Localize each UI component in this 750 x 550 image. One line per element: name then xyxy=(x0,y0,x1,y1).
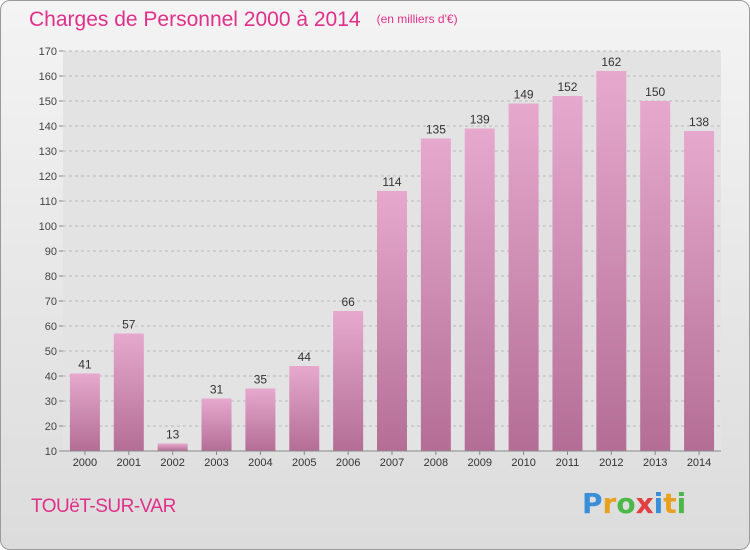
logo-letter: r xyxy=(602,487,617,520)
chart-subtitle: (en milliers d'€) xyxy=(376,12,458,26)
y-tick-label: 100 xyxy=(39,221,57,233)
y-tick-label: 160 xyxy=(39,71,57,83)
proxiti-logo: Proxiti xyxy=(582,487,686,520)
x-tick-label: 2011 xyxy=(556,457,580,469)
x-tick-label: 2005 xyxy=(292,457,316,469)
data-label: 152 xyxy=(557,80,577,94)
data-label: 44 xyxy=(298,350,312,364)
bar-2009 xyxy=(464,128,495,451)
y-tick-label: 120 xyxy=(39,171,57,183)
x-tick-label: 2003 xyxy=(204,457,228,469)
y-tick-label: 130 xyxy=(39,146,57,158)
logo-letter: t xyxy=(663,487,677,520)
x-tick-label: 2000 xyxy=(73,457,97,469)
data-label: 162 xyxy=(601,55,621,69)
data-label: 35 xyxy=(254,373,268,387)
bar-2005 xyxy=(289,366,320,451)
x-tick-label: 2004 xyxy=(248,457,272,469)
bar-2004 xyxy=(245,388,276,451)
y-tick-label: 140 xyxy=(39,121,57,133)
x-tick-label: 2006 xyxy=(336,457,360,469)
y-axis-ticks: 10 20 30 40 50 60 70 80 90 100 110 120 130 140 150 160 1… xyxy=(39,46,63,458)
data-label: 57 xyxy=(122,318,136,332)
y-tick-label: 170 xyxy=(39,46,57,58)
x-tick-label: 2009 xyxy=(467,457,491,469)
bar-2007 xyxy=(377,191,407,451)
x-axis-ticks: 2000 2001 2002 2003 2004 2005 2006 2007 2008 2009… xyxy=(73,451,711,469)
logo-letter: i xyxy=(676,487,687,520)
x-tick-label: 2008 xyxy=(424,457,448,469)
data-label: 135 xyxy=(426,123,446,137)
logo-letter: P xyxy=(582,487,603,520)
bar-2006 xyxy=(333,311,364,451)
bars xyxy=(69,71,715,451)
bar-2014 xyxy=(684,131,715,451)
y-tick-label: 60 xyxy=(45,321,57,333)
bar-2002 xyxy=(157,443,188,451)
data-label: 150 xyxy=(645,85,665,99)
y-tick-label: 30 xyxy=(45,396,57,408)
bar-2001 xyxy=(113,333,144,451)
y-tick-label: 20 xyxy=(45,421,57,433)
data-label: 41 xyxy=(78,358,92,372)
x-tick-label: 2001 xyxy=(117,457,141,469)
y-tick-label: 70 xyxy=(45,296,57,308)
y-tick-label: 10 xyxy=(45,446,57,458)
x-tick-label: 2002 xyxy=(160,457,184,469)
y-tick-label: 110 xyxy=(39,196,57,208)
bar-2003 xyxy=(201,398,232,451)
bar-2011 xyxy=(552,96,583,451)
y-tick-label: 40 xyxy=(45,371,57,383)
data-label: 138 xyxy=(689,115,709,129)
data-label: 66 xyxy=(341,295,355,309)
data-labels: 41 57 13 31 35 44 66 114 135 139 149 152 162 150 138 xyxy=(78,55,709,442)
title-text: Charges de Personnel 2000 à 2014 xyxy=(29,8,361,31)
data-label: 139 xyxy=(470,113,490,127)
bar-2013 xyxy=(640,101,671,451)
bar-2010 xyxy=(508,103,539,451)
y-tick-label: 150 xyxy=(39,96,57,108)
y-tick-label: 90 xyxy=(45,246,57,258)
bar-2000 xyxy=(69,373,100,451)
chart-title: Charges de Personnel 2000 à 2014 (en mill… xyxy=(29,8,458,32)
x-tick-label: 2007 xyxy=(380,457,404,469)
x-tick-label: 2013 xyxy=(643,457,667,469)
x-tick-label: 2014 xyxy=(687,457,711,469)
y-tick-label: 80 xyxy=(45,271,57,283)
place-name: TOUëT-SUR-VAR xyxy=(31,496,176,517)
logo-letter: x xyxy=(635,487,654,520)
y-tick-label: 50 xyxy=(45,346,57,358)
x-tick-label: 2012 xyxy=(599,457,623,469)
data-label: 31 xyxy=(210,383,224,397)
bar-2008 xyxy=(420,138,451,451)
data-label: 114 xyxy=(382,175,401,189)
data-label: 149 xyxy=(514,88,534,102)
logo-letter: i xyxy=(653,487,664,520)
logo-letter: o xyxy=(616,487,636,520)
data-label: 13 xyxy=(166,428,180,442)
x-tick-label: 2010 xyxy=(511,457,535,469)
bar-2012 xyxy=(596,71,627,451)
